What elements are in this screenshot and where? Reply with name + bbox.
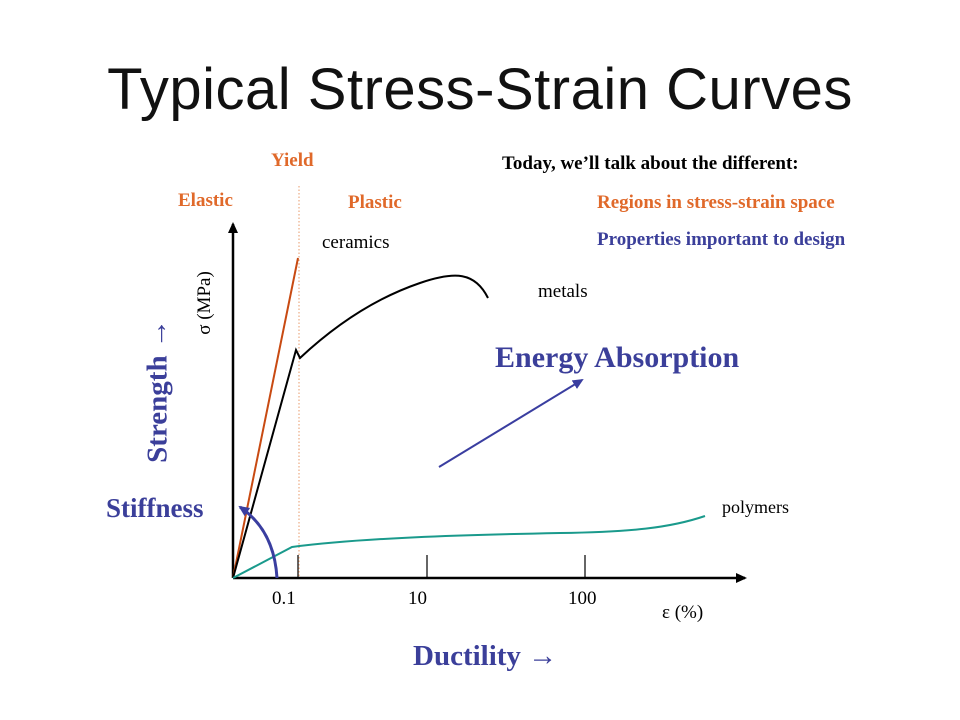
x-tick-label-0.1: 0.1 bbox=[272, 588, 296, 609]
notes-item-regions: Regions in stress-strain space bbox=[597, 192, 835, 213]
ceramics-label: ceramics bbox=[322, 232, 390, 253]
ductility-label: Ductility → bbox=[413, 640, 558, 672]
elastic-label: Elastic bbox=[178, 190, 233, 211]
metals-curve bbox=[232, 274, 489, 579]
stiffness-arc-arrow bbox=[238, 505, 279, 579]
x-tick-label-100: 100 bbox=[568, 588, 597, 609]
metals-label: metals bbox=[538, 281, 588, 302]
plastic-label: Plastic bbox=[348, 192, 402, 213]
polymers-curve bbox=[232, 515, 706, 579]
notes-item-properties: Properties important to design bbox=[597, 229, 846, 250]
energy-absorption-arrow bbox=[438, 378, 584, 468]
strength-label: Strength → bbox=[141, 319, 174, 463]
y-axis-label: σ (MPa) bbox=[194, 271, 215, 335]
energy-absorption-label: Energy Absorption bbox=[495, 341, 740, 374]
slide-title: Typical Stress-Strain Curves bbox=[107, 57, 853, 122]
x-tick-label-10: 10 bbox=[408, 588, 427, 609]
stiffness-label: Stiffness bbox=[106, 493, 204, 523]
ceramics-curve bbox=[232, 257, 299, 579]
yield-label: Yield bbox=[271, 150, 314, 171]
polymers-label: polymers bbox=[722, 497, 789, 517]
x-axis-label: ε (%) bbox=[662, 602, 704, 623]
notes-heading: Today, we’ll talk about the different: bbox=[502, 153, 799, 174]
